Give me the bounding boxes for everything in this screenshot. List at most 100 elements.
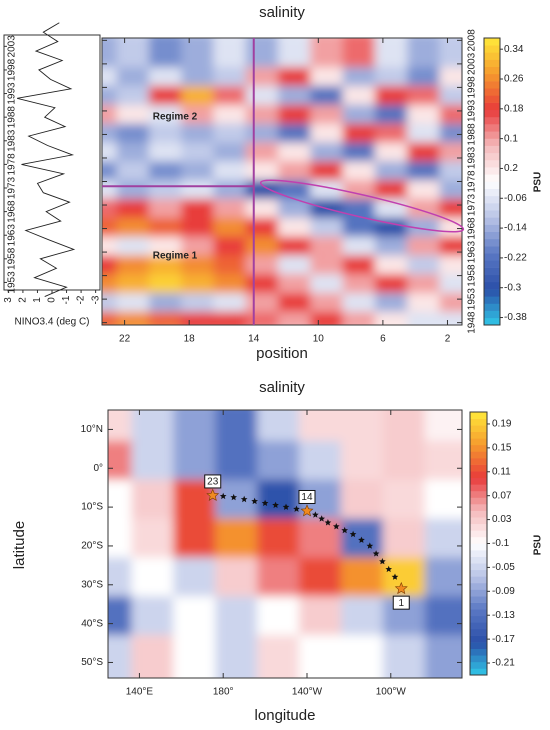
colorbar-band (470, 589, 487, 597)
colorbar-tick-label: 0.15 (492, 443, 512, 454)
colorbar-band (484, 38, 500, 46)
colorbar-tick-label: -0.06 (504, 193, 527, 204)
colorbar-band (470, 504, 487, 511)
colorbar-band (470, 484, 487, 492)
colorbar-tick-label: -0.09 (492, 586, 515, 597)
colorbar-label: PSU (533, 535, 544, 556)
colorbar-band (470, 418, 487, 426)
colorbar-band (470, 425, 487, 433)
colorbar-band (484, 145, 500, 154)
y-tick-label: 1988 (467, 123, 478, 146)
y-tick-label: 1978 (7, 153, 18, 176)
track-star (230, 493, 237, 501)
colorbar-band (470, 458, 487, 465)
top-x-label: position (256, 345, 308, 362)
colorbar-tick-label: -0.21 (492, 658, 515, 669)
colorbar-band (484, 224, 500, 233)
x-tick-label: 14 (248, 334, 260, 345)
colorbar-band (484, 174, 500, 182)
track-star (219, 492, 227, 500)
station-box (298, 489, 316, 504)
colorbar-tick-label: -0.17 (492, 634, 515, 645)
colorbar-band (484, 317, 500, 326)
colorbar-band (484, 267, 500, 276)
colorbar-band (484, 95, 500, 103)
y-tick-label: 0° (93, 463, 103, 474)
track-star (282, 503, 290, 510)
y-tick-label: 1998 (467, 76, 478, 99)
nino-line (16, 22, 76, 298)
y-tick-label: 1983 (7, 129, 18, 152)
colorbar-tick-label: 0.26 (504, 74, 524, 85)
colorbar-band (470, 477, 487, 485)
colorbar-band (484, 66, 500, 75)
heatmap (108, 410, 462, 678)
colorbar-band (470, 602, 487, 610)
colorbar-band (470, 569, 487, 577)
regime-label: Regime 1 (153, 251, 198, 262)
colorbar-band (470, 576, 487, 584)
colorbar-band (470, 444, 487, 452)
colorbar-band (484, 274, 500, 283)
colorbar-band (470, 622, 487, 630)
plots: 3 2 1 0 -1 -2 -3195319581963196819731978198319… (3, 22, 527, 698)
colorbar-band (484, 124, 500, 132)
track-star (391, 573, 399, 580)
colorbar-tick-label: 0.19 (492, 419, 512, 430)
highlight-ellipse (259, 179, 465, 233)
station-box (392, 595, 410, 610)
colorbar-tick-label: 0.07 (492, 490, 512, 501)
colorbar-band (470, 635, 487, 643)
track-star (261, 499, 269, 506)
colorbar-band (484, 59, 500, 67)
colorbar-band (470, 609, 487, 617)
colorbar-band (484, 253, 500, 261)
heatmap (102, 38, 462, 325)
regime-label: Regime 2 (153, 112, 198, 123)
colorbar-tick-label: -0.13 (492, 610, 515, 621)
heatmap-cell (424, 635, 462, 678)
x-tick-label: 140°W (292, 687, 323, 698)
colorbar-band (470, 517, 487, 525)
colorbar-tick-label: -0.05 (492, 562, 515, 573)
colorbar-band (484, 188, 500, 197)
plot-frame (107, 409, 463, 679)
x-tick-label: 0 (47, 297, 58, 303)
colorbar-band (484, 238, 500, 247)
colorbar-band (470, 497, 487, 505)
colorbar-band (484, 52, 500, 60)
colorbar-band (470, 536, 487, 544)
colorbar-band (484, 81, 500, 89)
map-x-label: longitude (255, 707, 316, 724)
colorbar-band (470, 563, 487, 571)
colorbar-band (484, 102, 500, 111)
colorbar-tick-label: 0.1 (504, 133, 518, 144)
colorbar-band (470, 464, 487, 472)
colorbar-tick-label: 0.18 (504, 103, 524, 114)
colorbar-band (470, 628, 487, 636)
colorbar-tick-label: -0.1 (492, 538, 510, 549)
y-tick-label: 10°N (81, 424, 103, 435)
colorbar-tick-label: 0.34 (504, 44, 524, 55)
track-star (379, 558, 386, 565)
track-star (394, 581, 408, 595)
colorbar-band (484, 310, 500, 319)
x-tick-label: 3 (3, 297, 14, 303)
colorbar-band (484, 167, 500, 175)
y-tick-label: 1983 (467, 146, 478, 169)
y-tick-label: 1958 (7, 247, 18, 270)
x-tick-label: 100°W (376, 687, 407, 698)
top-title: salinity (259, 4, 305, 21)
y-tick-label: 1963 (7, 224, 18, 247)
colorbar-band (470, 451, 487, 459)
colorbar-band (484, 181, 500, 189)
colorbar-tick-label: 0.03 (492, 514, 512, 525)
colorbar-band (470, 661, 487, 669)
colorbar-band (470, 596, 487, 603)
y-tick-label: 1973 (467, 193, 478, 216)
colorbar-band (470, 642, 487, 649)
colorbar-band (484, 231, 500, 240)
x-tick-label: -1 (61, 295, 72, 304)
colorbar-band (470, 550, 487, 557)
